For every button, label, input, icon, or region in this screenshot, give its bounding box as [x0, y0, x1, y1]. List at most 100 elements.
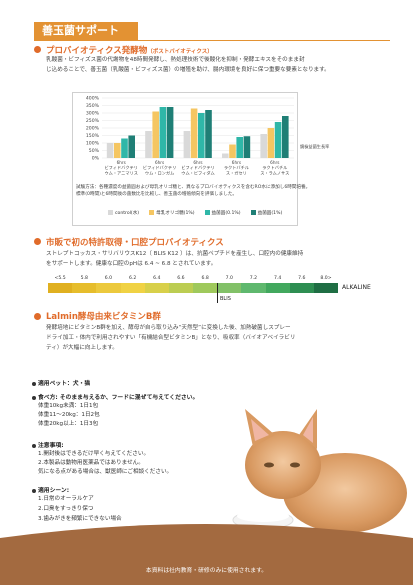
lalmin-desc-1: 発酵培地にビタミンB群を加え、酵母が自ら取り込み“天然型”に変換した後、加熱破菌…: [46, 325, 291, 331]
y-tick-label: 250%: [86, 118, 100, 124]
legend-item: 益菌圓(0.1%): [204, 210, 241, 216]
kitten-ear-inner-left: [251, 419, 269, 441]
blis-label: BLIS: [220, 296, 231, 302]
growth-chart: 0%50%100%150%200%250%300%350%400% 6hrsビフ…: [86, 96, 294, 176]
usage-label: 食べ方: そのまま与えるか、フードに混ぜて与えてください。: [38, 395, 199, 401]
scene-line: 1.日常のオーラルケア: [38, 496, 94, 502]
chart-bar: [260, 134, 267, 158]
y-tick-label: 400%: [86, 96, 100, 102]
chart-bar: [236, 137, 243, 158]
ph-tick-label: 7.0: [225, 276, 233, 281]
k12-title: 市販で初の特許取得・口腔プロバイオティクス: [46, 238, 224, 248]
y-tick-label: 300%: [86, 111, 100, 117]
ph-tick-label: 6.4: [153, 276, 161, 281]
x-category-label: 6hrs: [117, 160, 126, 165]
list-bullet-icon: [32, 382, 36, 386]
blis-marker: [217, 283, 218, 303]
chart-bar: [106, 143, 114, 158]
list-bullet-icon: [32, 396, 36, 400]
probiotics-title: プロバイオティクス発酵物（ポストバイオティクス）: [46, 44, 213, 56]
kitten-photo: [232, 409, 407, 533]
x-category-label: 6hrs: [270, 160, 279, 165]
ph-tick-label: 6.2: [128, 276, 137, 281]
chart-bar: [183, 131, 191, 158]
chart-bar: [229, 144, 236, 158]
usage-line: 体重10kg未満：1日1包: [38, 403, 99, 409]
ph-tick-label: 7.4: [273, 276, 282, 281]
chart-bar: [282, 116, 289, 158]
probiotics-desc-2: じ込めることで、善玉菌（乳酸菌・ビフィズス菌）の増殖を助け、腸内環境を良好に保つ…: [46, 67, 330, 73]
kitten-eye-right: [290, 462, 300, 468]
lalmin-desc-2: ドライ加工・体内で利用されやすい「有機結合型ビタミンB」となり、吸収率（バイオア…: [46, 335, 296, 341]
legend-label: 母乳オリゴ糖(1%): [156, 211, 195, 216]
ph-segment: [144, 283, 169, 293]
chart-bar: [159, 107, 167, 158]
x-category-label: ス・ガセリ: [226, 169, 247, 176]
bowl-food: [237, 510, 289, 522]
ph-segment: [217, 283, 242, 293]
header-divider: [34, 40, 390, 41]
y-tick-label: 0%: [92, 156, 100, 162]
ph-tick-label: <5.5: [54, 276, 66, 281]
scene-line: 2.口臭をすっきり保つ: [38, 506, 94, 512]
legend-swatch: [204, 210, 210, 215]
chart-legend: control(水) 母乳オリゴ糖(1%) 益菌圓(0.1%) 益菌圓(1%): [108, 210, 292, 216]
ph-segment: [241, 283, 266, 293]
scene-label: 適用シーン:: [38, 488, 70, 494]
y-tick-label: 200%: [86, 126, 100, 132]
x-category-label: ラクトバチル: [224, 165, 249, 171]
ph-segment: [313, 283, 339, 293]
y-tick-label: 150%: [86, 133, 100, 139]
legend-item: 益菌圓(1%): [250, 210, 283, 216]
footer-band: [0, 524, 413, 585]
ph-segment: [265, 283, 290, 293]
x-category-label: 6hrs: [232, 160, 241, 165]
k12-desc-2: をサポートします。健康な口腔のpHは 6.4 ~ 6.8 とされています。: [46, 261, 217, 267]
ph-scale-bar: [48, 283, 339, 293]
section-bullet-icon: [34, 238, 41, 245]
chart-bar: [205, 110, 212, 158]
pet-label: 適用ペット：犬・猫: [38, 381, 91, 387]
chart-bar: [222, 153, 229, 158]
caution-line: 1.開封後はできるだけ早く与えてください。: [38, 451, 150, 457]
section-header: 善玉菌サポート: [34, 22, 138, 40]
caution-line: 2.本製品は動物用医薬品ではありません。: [38, 460, 144, 466]
y-tick-label: 350%: [86, 103, 100, 109]
legend-label: 益菌圓(1%): [257, 211, 283, 216]
chart-bar: [128, 135, 135, 158]
x-category-label: ビフィドバクテリ: [143, 164, 176, 171]
ph-tick-label: 7.2: [249, 276, 258, 281]
ph-segment: [193, 283, 218, 293]
kitten-head: [245, 431, 321, 499]
alkaline-label: ALKALINE: [342, 284, 371, 291]
ph-tick-label: 5.8: [80, 276, 88, 281]
chart-bar: [121, 138, 128, 158]
chart-bar: [166, 107, 174, 158]
legend-label: control(水): [115, 211, 140, 216]
x-category-label: ウム・ビフィダム: [181, 169, 214, 176]
caution-label: 注意事項:: [38, 443, 64, 449]
x-category-label: ビフィドバクテリ: [104, 164, 137, 171]
lalmin-desc-3: ティ）が大幅に向上します。: [46, 345, 118, 351]
usage-line: 体重20kg以上：1日3包: [38, 421, 99, 427]
legend-item: control(水): [108, 210, 140, 216]
probiotics-desc-1: 乳酸菌・ビフィズス菌の代謝物を48時間発酵し、熱処理技術で後酸化を抑制・発酵エキ…: [46, 57, 305, 63]
x-category-label: ラクトバチル: [262, 165, 287, 171]
kitten-ear-inner-right: [303, 417, 313, 443]
section-bullet-icon: [34, 313, 41, 320]
ph-segment: [48, 283, 73, 293]
chart-bar: [190, 108, 198, 158]
chart-note-2: 標準(0時間)と6時間後の菌数比を比較し、善玉菌の増殖傾向を評価しました。: [76, 192, 238, 197]
caution-line: 気になる点がある場合は、獣医師にご相談ください。: [38, 469, 173, 475]
scene-line: 3.歯みがきを頻繁にできない場合: [38, 516, 122, 522]
x-category-label: 6hrs: [193, 160, 202, 165]
legend-item: 母乳オリゴ糖(1%): [149, 210, 195, 216]
ph-tick-label: 6.8: [201, 276, 209, 281]
x-category-label: ビフィドバクテリ: [181, 164, 214, 171]
ph-segment: [96, 283, 121, 293]
footer-disclaimer: 本資料は社内教育・研修のみに使用されます。: [145, 568, 268, 574]
probiotics-title-sub: （ポストバイオティクス）: [147, 49, 213, 55]
ph-tick-label: 6.0: [104, 276, 113, 281]
ph-tick-label: 7.6: [298, 276, 306, 281]
legend-label: 益菌圓(0.1%): [211, 211, 241, 216]
